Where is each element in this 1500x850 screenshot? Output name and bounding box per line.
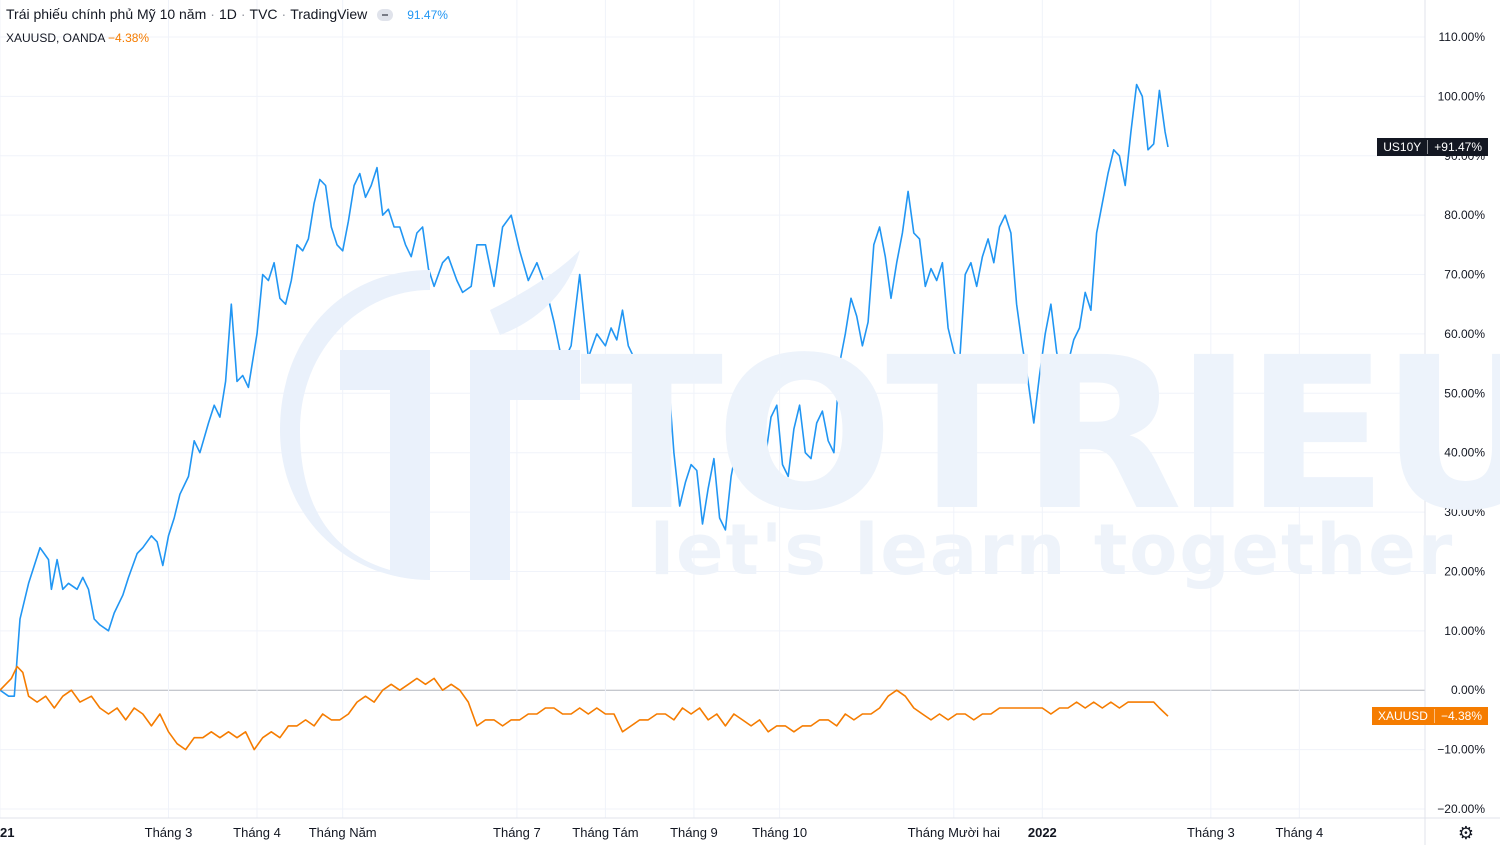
y-tick-label: 110.00% (1439, 30, 1486, 44)
x-tick-label: Tháng 10 (752, 825, 807, 840)
xauusd-tag-value: −4.38% (1440, 709, 1482, 723)
gear-icon[interactable]: ⚙ (1457, 823, 1474, 843)
x-tick-label: Tháng 3 (1187, 825, 1235, 840)
grid-layer (0, 0, 1425, 818)
y-tick-label: −10.00% (1437, 743, 1485, 757)
legend-exchange: TVC (249, 6, 278, 22)
us10y-tag-value: +91.47% (1434, 140, 1482, 154)
y-tick-label: 60.00% (1444, 327, 1485, 341)
y-tick-label: 10.00% (1444, 624, 1485, 638)
x-tick-label: Tháng 9 (670, 825, 718, 840)
x-tick-label: Tháng Mười hai (908, 825, 1000, 840)
legend-main: Trái phiếu chính phủ Mỹ 10 năm · 1D · TVC · Tr… (6, 6, 448, 22)
xauusd-tag-name: XAUUSD (1378, 709, 1435, 723)
legend-title: Trái phiếu chính phủ Mỹ 10 năm (6, 6, 207, 22)
legend-source: TradingView (290, 6, 368, 22)
x-tick-label: Tháng 4 (233, 825, 281, 840)
x-tick-label: Tháng 4 (1275, 825, 1323, 840)
y-tick-label: 40.00% (1444, 446, 1485, 460)
series-layer (0, 83, 1169, 751)
x-tick-label: Tháng 3 (145, 825, 193, 840)
y-tick-label: 80.00% (1444, 208, 1485, 222)
watermark-tagline: let's learn together (650, 509, 1455, 591)
us10y-price-tag: US10Y +91.47% (1377, 138, 1488, 156)
x-tick-label: 2022 (1028, 825, 1057, 840)
watermark-brand: TOTRIEU (580, 312, 1500, 557)
legend-interval: 1D (218, 6, 237, 22)
y-tick-label: 20.00% (1444, 564, 1485, 578)
legend-series2-name: XAUUSD, OANDA (6, 31, 105, 45)
legend-series2-value: −4.38% (108, 31, 150, 45)
y-tick-label: 30.00% (1444, 505, 1485, 519)
series-line-xauusd (0, 665, 1169, 751)
y-tick-label: 0.00% (1451, 683, 1485, 697)
legend-value: 91.47% (407, 8, 448, 22)
legend-series2: XAUUSD, OANDA −4.38% (6, 31, 149, 45)
y-tick-label: 70.00% (1444, 268, 1485, 282)
x-tick-label: Tháng Năm (309, 825, 377, 840)
series-line-us10y (0, 83, 1169, 697)
x-tick-label: 2021 (0, 825, 14, 840)
y-tick-label: 50.00% (1444, 386, 1485, 400)
x-tick-label: Tháng 7 (493, 825, 541, 840)
xauusd-price-tag: XAUUSD −4.38% (1371, 707, 1488, 725)
eye-icon[interactable] (377, 9, 394, 22)
y-tick-label: −20.00% (1437, 802, 1485, 816)
watermark-logo-icon (280, 250, 580, 580)
x-tick-label: Tháng Tám (572, 825, 638, 840)
y-tick-label: 100.00% (1438, 89, 1486, 103)
us10y-tag-name: US10Y (1383, 140, 1429, 154)
